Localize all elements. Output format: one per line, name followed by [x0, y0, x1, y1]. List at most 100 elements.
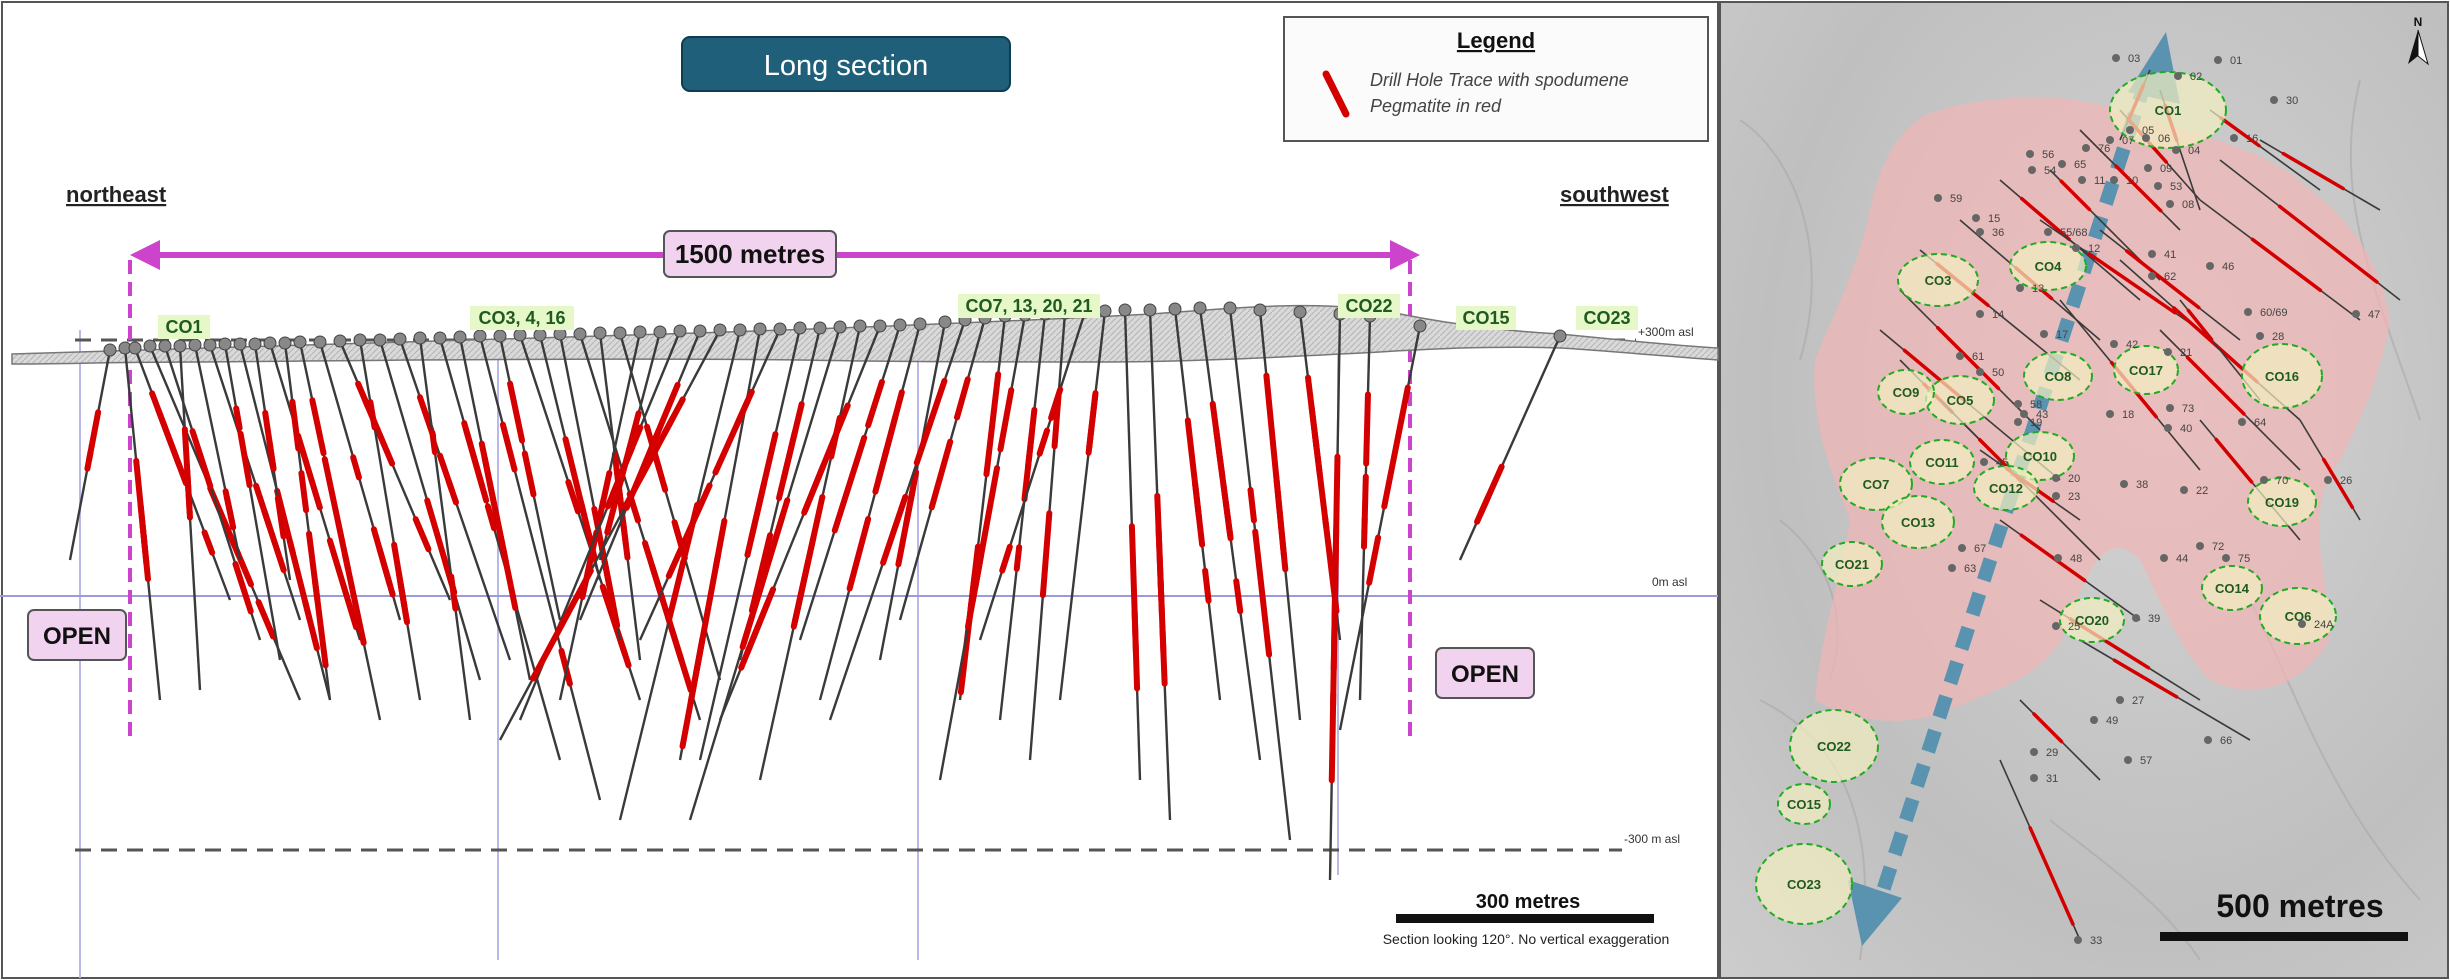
map-zone-ellipse — [1909, 439, 1975, 485]
pegmatite-interval — [744, 431, 779, 559]
map-hole-collar — [1948, 564, 1956, 572]
pegmatite-interval — [1013, 544, 1023, 572]
map-zone-ellipse — [1755, 843, 1853, 925]
map-zone-label: CO22 — [1817, 739, 1851, 754]
pegmatite-interval — [802, 463, 826, 514]
pegmatite-footprint — [1814, 97, 2390, 721]
map-zone-ellipse — [1973, 465, 2039, 511]
map-hole-label: 72 — [2212, 541, 2224, 553]
map-hole-label: 57 — [2140, 755, 2152, 767]
map-zone-label: CO4 — [2035, 259, 2063, 274]
map-hole-label: 19 — [2030, 417, 2042, 429]
map-pegmatite-interval — [2112, 658, 2179, 699]
drill-collar — [673, 324, 687, 338]
open-right-box — [1435, 647, 1535, 699]
map-zone-ellipse — [1821, 541, 1883, 587]
map-hole-collar — [2074, 936, 2082, 944]
map-hole-collar — [2260, 476, 2268, 484]
pegmatite-interval — [895, 488, 916, 568]
map-hole-label: 60/69 — [2260, 307, 2288, 319]
drill-collar — [103, 343, 117, 357]
pegmatite-interval — [1477, 463, 1505, 517]
drill-collar — [1193, 301, 1207, 315]
map-pegmatite-interval — [2019, 533, 2087, 583]
span-label: 1500 metres — [675, 239, 825, 269]
map-zone-label: CO20 — [2075, 613, 2109, 628]
map-zone-ellipse — [2005, 431, 2075, 481]
map-hole-collar — [2172, 146, 2180, 154]
legend-text-line2: Pegmatite in red — [1370, 96, 1502, 116]
pegmatite-interval — [261, 508, 287, 574]
pegmatite-interval — [1381, 384, 1411, 510]
map-hole-collar — [2072, 244, 2080, 252]
map-hole-collar — [2110, 340, 2118, 348]
map-hole-label: 47 — [2368, 309, 2380, 321]
map-hole-collar — [2106, 136, 2114, 144]
map-hole-collar — [2078, 176, 2086, 184]
section-scale-label: 300 metres — [1476, 891, 1581, 913]
pegmatite-interval — [233, 405, 243, 432]
drill-hole-trace — [223, 343, 282, 661]
drill-collar — [513, 328, 527, 342]
map-zone-ellipse — [1881, 495, 1955, 549]
pegmatite-interval — [913, 377, 948, 466]
map-hole-label: 17 — [2056, 329, 2068, 341]
map-hole-collar — [2206, 262, 2214, 270]
pegmatite-interval — [601, 558, 621, 629]
map-hole-label: 43 — [2036, 409, 2048, 421]
map-hole-label: 67 — [1974, 543, 1986, 555]
pegmatite-interval — [1263, 372, 1280, 480]
pegmatite-interval — [350, 454, 362, 481]
zone-label-co3-4-16: CO3, 4, 16 — [478, 308, 565, 328]
pegmatite-interval — [507, 380, 526, 444]
pegmatite-interval — [295, 432, 323, 511]
map-hole-label: 09 — [2160, 163, 2172, 175]
section-scale-bar: 300 metres Section looking 120°. No vert… — [1383, 891, 1670, 947]
map-zone-label: CO7 — [1863, 477, 1890, 492]
pegmatite-interval — [908, 469, 920, 501]
drill-collar — [1118, 303, 1132, 317]
map-zone-label: CO15 — [1787, 797, 1821, 812]
drill-collar — [913, 317, 927, 331]
map-hole-label: 01 — [2230, 55, 2242, 67]
drill-collar — [128, 341, 142, 355]
pegmatite-interval — [1048, 386, 1064, 421]
pegmatite-interval — [969, 465, 1001, 605]
pegmatite-interval — [201, 529, 216, 556]
map-hole-label: 11 — [2094, 175, 2105, 187]
drill-collar — [248, 337, 262, 351]
map-hole-collar — [2244, 308, 2252, 316]
pegmatite-interval — [429, 430, 438, 456]
map-pegmatite-interval — [2277, 204, 2379, 284]
pegmatite-interval — [222, 488, 237, 531]
map-hole-collar — [1976, 310, 1984, 318]
direction-northeast: northeast — [66, 182, 167, 207]
map-hole-collar — [2052, 474, 2060, 482]
pegmatite-interval — [604, 485, 622, 536]
pegmatite-interval — [1202, 567, 1212, 604]
map-zone-ellipse — [2059, 597, 2125, 643]
pegmatite-interval — [1330, 590, 1339, 709]
pegmatite-interval — [665, 558, 687, 624]
legend: Legend Drill Hole Trace with spodumene P… — [1283, 16, 1709, 142]
map-zones: CO1 CO3 CO4 CO5 CO6 CO7 CO8 CO9 CO10 CO11 CO12 CO13… — [1755, 71, 2337, 925]
map-hole-label: 61 — [1972, 351, 1984, 363]
map-pegmatite-interval — [2219, 116, 2261, 148]
pegmatite-interval — [1209, 400, 1226, 481]
map-pegmatite-interval — [2087, 252, 2177, 315]
map-hole-label: 58 — [2030, 399, 2042, 411]
drill-collar — [218, 337, 232, 351]
map-hole-label: 36 — [1992, 227, 2004, 239]
pegmatite-interval — [831, 434, 868, 534]
map-hole-collar — [2090, 716, 2098, 724]
zone-label-co15: CO15 — [1462, 308, 1509, 328]
map-hole-label: 07 — [2122, 135, 2134, 147]
north-arrow: N — [2408, 15, 2429, 66]
map-hole-collar — [2058, 160, 2066, 168]
drill-hole-trace — [818, 323, 922, 701]
map-hole-collar — [2166, 200, 2174, 208]
map-zone-ellipse — [1839, 457, 1913, 511]
map-hole-label: 66 — [2220, 735, 2232, 747]
map-pegmatite-interval — [2185, 355, 2246, 416]
pegmatite-interval — [928, 438, 954, 511]
